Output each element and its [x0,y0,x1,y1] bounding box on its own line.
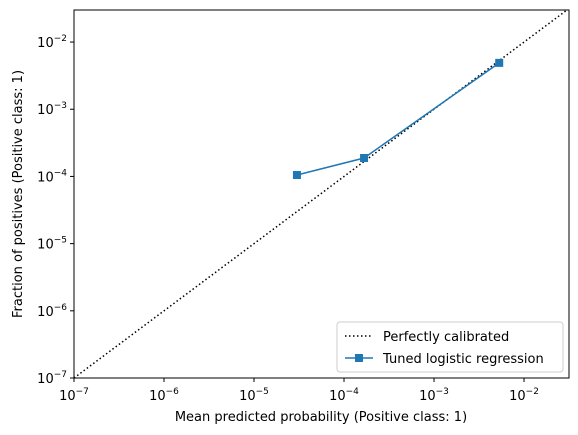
y-tick-label: 10−6 [37,303,67,320]
plot-area [74,10,569,378]
x-tick-label: 10−3 [419,387,449,404]
x-tick-label: 10−4 [329,387,359,404]
y-axis-label: Fraction of positives (Positive class: 1… [11,70,26,318]
data-point [360,154,369,163]
x-axis-label: Mean predicted probability (Positive cla… [175,410,467,425]
x-tick-label: 10−6 [149,387,179,404]
data-point [292,171,301,180]
legend-box [336,321,564,373]
legend-label: Perfectly calibrated [383,330,509,345]
series-line [74,10,569,378]
y-tick-label: 10−3 [37,101,67,118]
x-tick-label: 10−7 [59,387,89,404]
y-tick-label: 10−5 [37,236,67,253]
series-line [296,62,500,176]
x-tick-label: 10−5 [239,387,269,404]
y-tick-label: 10−2 [37,34,67,51]
legend-label: Tuned logistic regression [382,352,544,367]
plot-frame [73,9,570,379]
legend-marker [355,354,363,362]
y-tick-label: 10−4 [37,168,67,185]
x-tick-label: 10−2 [509,387,539,404]
data-point [495,58,504,67]
y-tick-label: 10−7 [37,370,67,387]
